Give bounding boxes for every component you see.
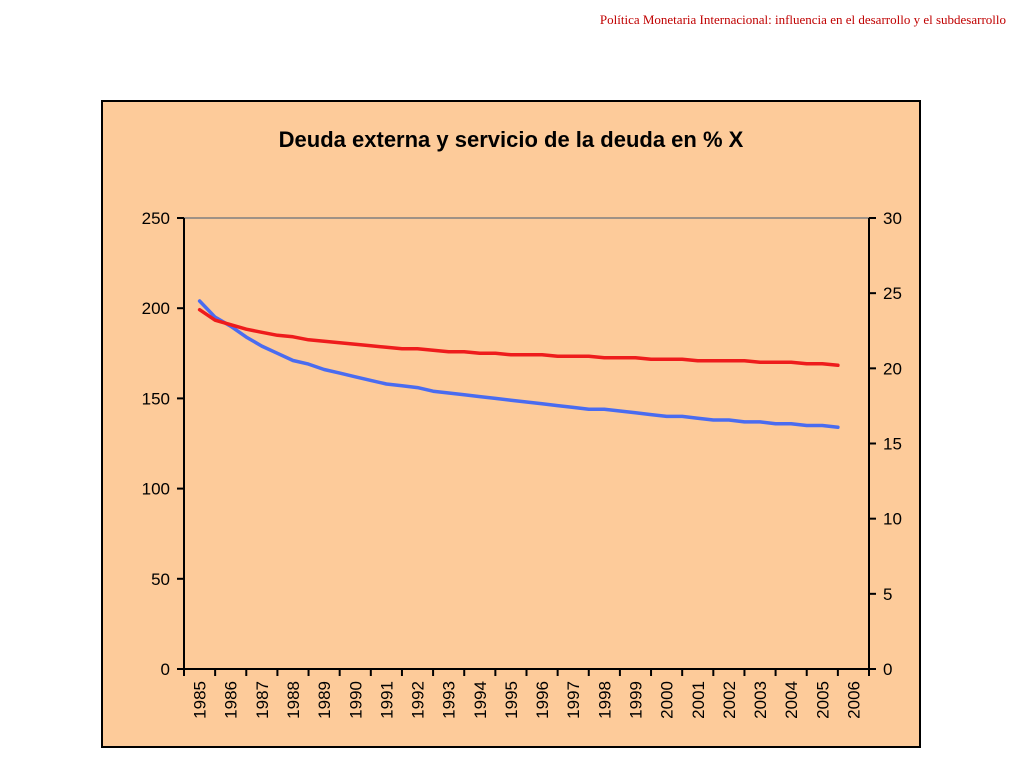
x-tick-label: 1992 <box>409 681 428 719</box>
x-tick-label: 2001 <box>689 681 708 719</box>
series-line-2 <box>197 307 840 368</box>
y-left-tick-label: 100 <box>142 480 170 499</box>
x-tick-label: 1990 <box>346 681 365 719</box>
x-tick-label: 1999 <box>626 681 645 719</box>
x-tick-label: 1991 <box>377 681 396 719</box>
y-right-tick-label: 10 <box>883 510 902 529</box>
x-tick-label: 2000 <box>658 681 677 719</box>
chart-title: Deuda externa y servicio de la deuda en … <box>279 127 744 152</box>
x-tick-label: 1998 <box>595 681 614 719</box>
x-tick-label: 1988 <box>284 681 303 719</box>
axis-layer <box>177 217 876 676</box>
x-tick-label: 1986 <box>222 681 241 719</box>
x-tick-label: 2002 <box>720 681 739 719</box>
x-tick-label: 1997 <box>564 681 583 719</box>
x-tick-label: 1996 <box>533 681 552 719</box>
x-tick-label: 2006 <box>844 681 863 719</box>
y-left-tick-label: 200 <box>142 299 170 318</box>
x-tick-label: 2004 <box>782 681 801 719</box>
y-right-tick-label: 20 <box>883 359 902 378</box>
y-right-tick-label: 30 <box>883 209 902 228</box>
y-left-tick-label: 250 <box>142 209 170 228</box>
header-text: Política Monetaria Internacional: influe… <box>599 12 1006 27</box>
x-tick-label: 2003 <box>751 681 770 719</box>
x-tick-label: 1993 <box>440 681 459 719</box>
y-right-tick-label: 0 <box>883 660 892 679</box>
series-layer <box>197 299 840 430</box>
x-tick-label: 1989 <box>315 681 334 719</box>
y-left-tick-label: 0 <box>161 660 170 679</box>
y-left-tick-label: 150 <box>142 389 170 408</box>
x-tick-label: 1995 <box>502 681 521 719</box>
series-line-1 <box>197 299 840 430</box>
label-layer: 0 50 100 150 200 250 0 5 10 15 20 25 30 1985 1986 1987 1… <box>142 209 902 719</box>
y-right-tick-label: 25 <box>883 284 902 303</box>
x-tick-label: 2005 <box>813 681 832 719</box>
x-tick-label: 1987 <box>253 681 272 719</box>
y-left-tick-label: 50 <box>151 570 170 589</box>
y-right-tick-label: 15 <box>883 435 902 454</box>
y-right-tick-label: 5 <box>883 585 892 604</box>
x-tick-label: 1985 <box>191 681 210 719</box>
x-tick-label: 1994 <box>471 681 490 719</box>
